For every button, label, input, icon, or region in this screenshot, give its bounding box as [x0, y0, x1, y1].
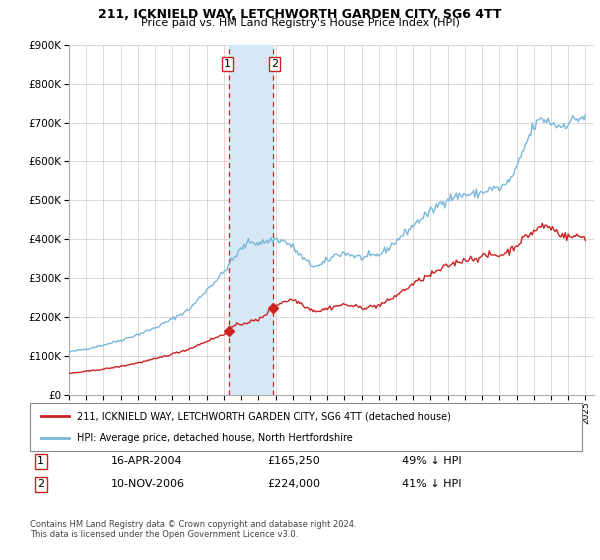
Text: £165,250: £165,250 [267, 456, 320, 466]
Text: 2: 2 [37, 479, 44, 489]
Text: 41% ↓ HPI: 41% ↓ HPI [402, 479, 461, 489]
Text: HPI: Average price, detached house, North Hertfordshire: HPI: Average price, detached house, Nort… [77, 433, 353, 443]
Text: 211, ICKNIELD WAY, LETCHWORTH GARDEN CITY, SG6 4TT (detached house): 211, ICKNIELD WAY, LETCHWORTH GARDEN CIT… [77, 411, 451, 421]
Text: 49% ↓ HPI: 49% ↓ HPI [402, 456, 461, 466]
Text: 211, ICKNIELD WAY, LETCHWORTH GARDEN CITY, SG6 4TT: 211, ICKNIELD WAY, LETCHWORTH GARDEN CIT… [98, 8, 502, 21]
Text: £224,000: £224,000 [267, 479, 320, 489]
Text: 2: 2 [271, 59, 278, 69]
Text: 1: 1 [37, 456, 44, 466]
Text: Price paid vs. HM Land Registry's House Price Index (HPI): Price paid vs. HM Land Registry's House … [140, 18, 460, 29]
Text: Contains HM Land Registry data © Crown copyright and database right 2024.
This d: Contains HM Land Registry data © Crown c… [30, 520, 356, 539]
Text: 10-NOV-2006: 10-NOV-2006 [111, 479, 185, 489]
Text: 1: 1 [224, 59, 231, 69]
Text: 16-APR-2004: 16-APR-2004 [111, 456, 182, 466]
Bar [229, 45, 273, 395]
FancyBboxPatch shape [30, 403, 582, 451]
